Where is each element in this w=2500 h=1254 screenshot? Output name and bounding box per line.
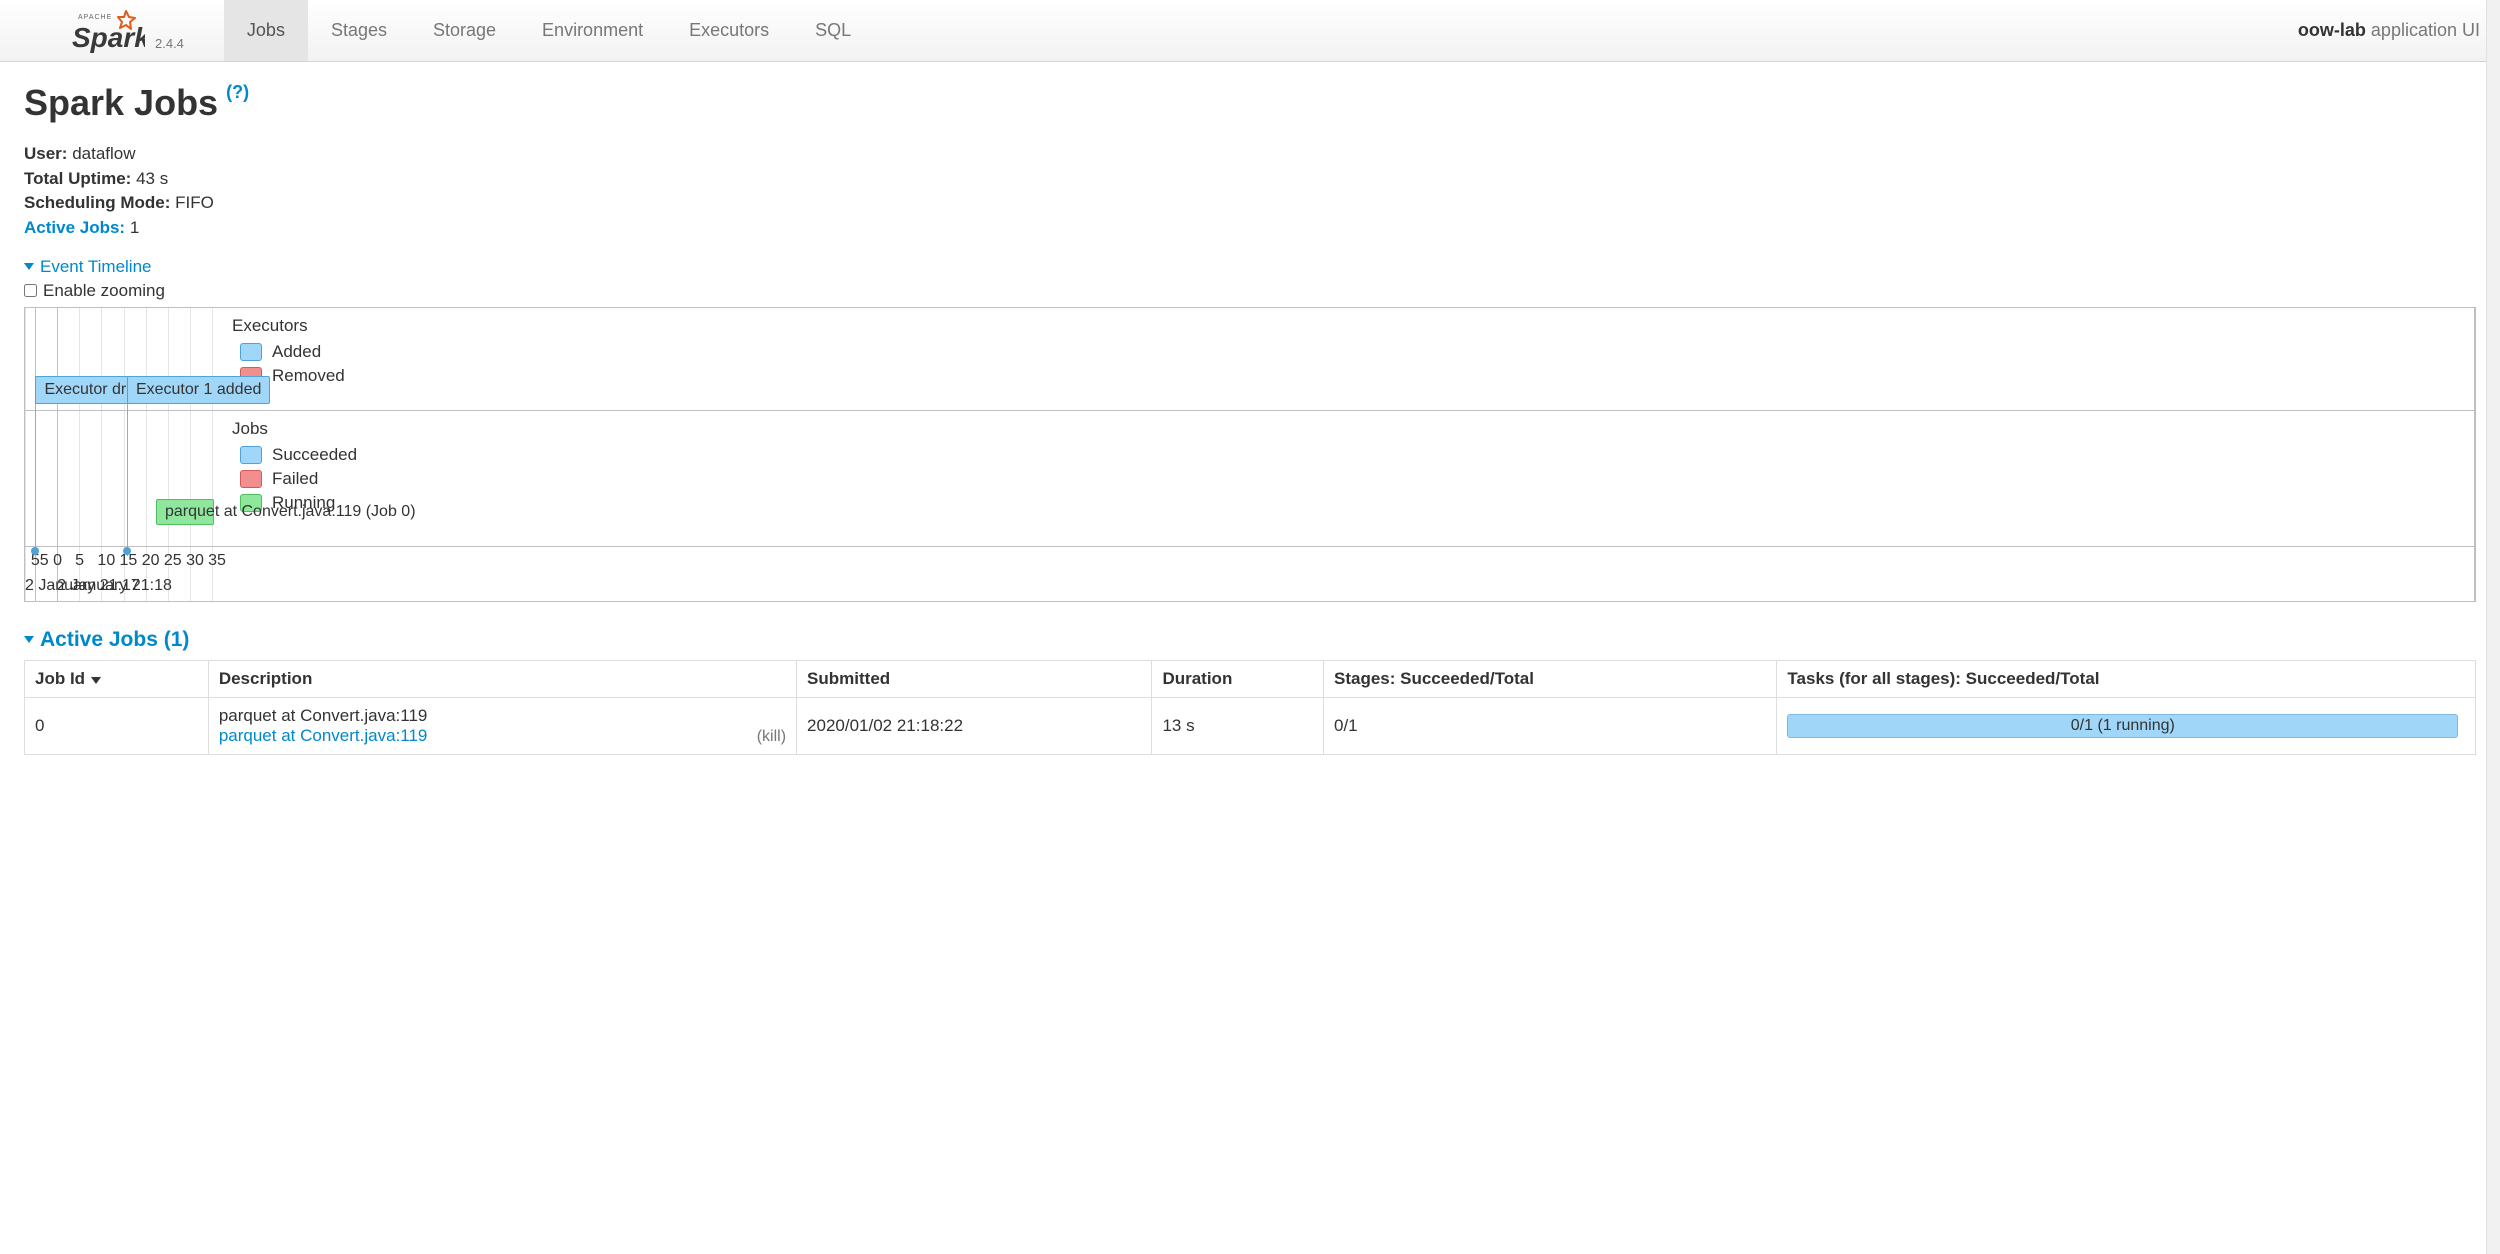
app-name-label: oow-lab application UI: [2298, 20, 2480, 41]
summary-active: Active Jobs: 1: [24, 216, 2476, 241]
jobs-title: Jobs: [232, 419, 2464, 439]
table-header[interactable]: Job Id: [25, 660, 209, 697]
timeline-executors-legend: Executors Added Removed: [222, 308, 2475, 410]
uptime-label: Total Uptime:: [24, 169, 131, 188]
nav-tab-jobs[interactable]: Jobs: [224, 0, 308, 61]
tasks-cell: 0/1 (1 running): [1777, 697, 2476, 754]
content: Spark Jobs (?) User: dataflow Total Upti…: [0, 62, 2500, 775]
user-label: User:: [24, 144, 67, 163]
submitted-cell: 2020/01/02 21:18:22: [797, 697, 1152, 754]
timeline-axis: 55051015202530352 January 21:172 January…: [25, 546, 222, 601]
description-link[interactable]: parquet at Convert.java:119: [219, 726, 428, 746]
table-header[interactable]: Description: [208, 660, 796, 697]
user-value: dataflow: [72, 144, 135, 163]
page-title-text: Spark Jobs: [24, 82, 218, 124]
nav-tab-environment[interactable]: Environment: [519, 0, 666, 61]
sched-value: FIFO: [175, 193, 214, 212]
table-header[interactable]: Duration: [1152, 660, 1324, 697]
description-cell: parquet at Convert.java:119parquet at Co…: [208, 697, 796, 754]
job-event[interactable]: parquet at Convert.java:119 (Job 0): [156, 499, 214, 525]
legend-added: Added: [240, 342, 2464, 362]
app-name-rest: application UI: [2366, 20, 2480, 40]
help-link[interactable]: (?): [226, 82, 249, 103]
table-header[interactable]: Submitted: [797, 660, 1152, 697]
active-jobs-toggle[interactable]: Active Jobs (1): [24, 628, 189, 652]
job-events-area: parquet at Convert.java:119 (Job 0): [25, 410, 222, 546]
nav-tab-executors[interactable]: Executors: [666, 0, 792, 61]
added-label: Added: [272, 342, 321, 362]
scrollbar[interactable]: [2486, 0, 2500, 1254]
navbar: APACHE Spark 2.4.4 JobsStagesStorageEnvi…: [0, 0, 2500, 62]
svg-text:Spark: Spark: [72, 22, 145, 53]
sched-label: Scheduling Mode:: [24, 193, 170, 212]
spark-logo: APACHE Spark: [50, 7, 145, 55]
description-text: parquet at Convert.java:119: [219, 706, 428, 726]
timeline-right[interactable]: Executor driver addedExecutor 1 added pa…: [25, 308, 222, 601]
version-label: 2.4.4: [155, 36, 184, 51]
active-jobs-header-label: Active Jobs (1): [40, 628, 189, 652]
nav-tab-sql[interactable]: SQL: [792, 0, 874, 61]
caret-down-icon: [24, 636, 34, 643]
legend-running: Running: [240, 493, 2464, 513]
caret-down-icon: [24, 263, 34, 270]
summary-uptime: Total Uptime: 43 s: [24, 167, 2476, 192]
tasks-progress: 0/1 (1 running): [1787, 714, 2458, 738]
table-row: 0parquet at Convert.java:119parquet at C…: [25, 697, 2476, 754]
timeline-chart: Executors Added Removed Executor driver …: [24, 307, 2476, 602]
active-jobs-table: Job IdDescriptionSubmittedDurationStages…: [24, 660, 2476, 755]
event-timeline-label: Event Timeline: [40, 257, 152, 277]
timeline-jobs-legend: Jobs Succeeded Failed Running: [222, 410, 2475, 546]
job-id-cell: 0: [25, 697, 209, 754]
summary-list: User: dataflow Total Uptime: 43 s Schedu…: [24, 142, 2476, 241]
summary-sched: Scheduling Mode: FIFO: [24, 191, 2476, 216]
failed-swatch: [240, 470, 262, 488]
stages-cell: 0/1: [1324, 697, 1777, 754]
executors-title: Executors: [232, 316, 2464, 336]
nav-tabs: JobsStagesStorageEnvironmentExecutorsSQL: [224, 0, 874, 61]
brand[interactable]: APACHE Spark 2.4.4: [50, 7, 184, 55]
executor-events-area: Executor driver addedExecutor 1 added: [25, 308, 222, 410]
executor-event[interactable]: Executor 1 added: [127, 376, 270, 404]
added-swatch: [240, 343, 262, 361]
app-name-strong: oow-lab: [2298, 20, 2366, 40]
failed-label: Failed: [272, 469, 318, 489]
duration-cell: 13 s: [1152, 697, 1324, 754]
enable-zoom-checkbox[interactable]: [24, 284, 37, 297]
legend-failed: Failed: [240, 469, 2464, 489]
zoom-row: Enable zooming: [24, 281, 2476, 301]
sort-caret-icon: [91, 677, 101, 684]
table-header-row: Job IdDescriptionSubmittedDurationStages…: [25, 660, 2476, 697]
table-body: 0parquet at Convert.java:119parquet at C…: [25, 697, 2476, 754]
table-header[interactable]: Stages: Succeeded/Total: [1324, 660, 1777, 697]
uptime-value: 43 s: [136, 169, 168, 188]
succeeded-swatch: [240, 446, 262, 464]
summary-user: User: dataflow: [24, 142, 2476, 167]
enable-zoom-label: Enable zooming: [43, 281, 165, 301]
kill-link[interactable]: (kill): [757, 728, 786, 746]
succeeded-label: Succeeded: [272, 445, 357, 465]
removed-label: Removed: [272, 366, 345, 386]
active-jobs-label[interactable]: Active Jobs:: [24, 218, 125, 237]
event-timeline-toggle[interactable]: Event Timeline: [24, 257, 152, 277]
nav-tab-storage[interactable]: Storage: [410, 0, 519, 61]
timeline-axis-left: [222, 546, 2475, 601]
nav-tab-stages[interactable]: Stages: [308, 0, 410, 61]
legend-succeeded: Succeeded: [240, 445, 2464, 465]
table-header[interactable]: Tasks (for all stages): Succeeded/Total: [1777, 660, 2476, 697]
active-jobs-value: 1: [130, 218, 139, 237]
legend-removed: Removed: [240, 366, 2464, 386]
page-title: Spark Jobs (?): [24, 82, 2476, 124]
svg-text:APACHE: APACHE: [78, 14, 112, 21]
